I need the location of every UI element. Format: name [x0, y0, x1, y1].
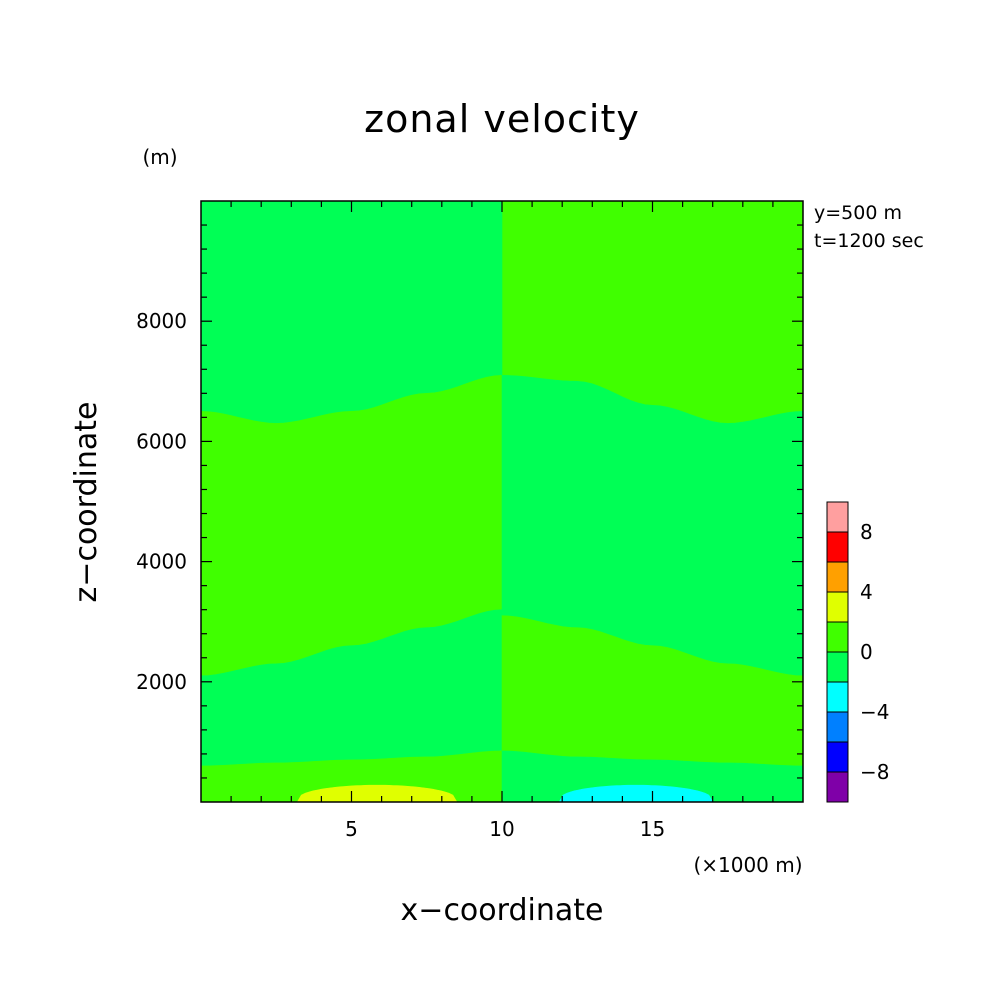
colorbar: −8 −4 0 4 8 [826, 501, 889, 803]
annotation-y: y=500 m [814, 202, 902, 224]
colorbar-tick-label: 8 [860, 520, 873, 544]
colorbar-swatch [826, 651, 849, 683]
colorbar-swatch [826, 711, 849, 743]
colorbar-tick-label: −4 [860, 700, 889, 724]
x-tick-label: 10 [489, 817, 514, 841]
colorbar-swatch [826, 741, 849, 773]
x-tick-label: 5 [345, 817, 358, 841]
colorbar-swatch [826, 561, 849, 593]
y-axis-title: z−coordinate [69, 402, 104, 603]
colorbar-tick-label: −8 [860, 760, 889, 784]
x-axis: 5 10 15 [230, 201, 774, 841]
contour-region-8 [296, 784, 458, 803]
plot-area [200, 200, 804, 803]
colorbar-tick-label: 4 [860, 580, 873, 604]
x-unit-label: (×1000 m) [693, 853, 802, 877]
contour-region-9 [558, 784, 714, 803]
colorbar-swatch [826, 501, 849, 533]
x-tick-label: 15 [640, 817, 665, 841]
colorbar-swatch [826, 621, 849, 653]
y-tick-label: 2000 [136, 670, 187, 694]
chart-title: zonal velocity [364, 97, 640, 141]
y-axis: 2000 4000 6000 8000 [136, 224, 803, 779]
colorbar-swatch [826, 681, 849, 713]
colorbar-swatch [826, 771, 849, 803]
y-unit-label: (m) [142, 145, 177, 169]
y-tick-label: 4000 [136, 550, 187, 574]
y-tick-label: 8000 [136, 309, 187, 333]
colorbar-swatch [826, 591, 849, 623]
x-axis-title: x−coordinate [401, 893, 604, 928]
colorbar-swatch [826, 531, 849, 563]
contour-region-7 [501, 750, 804, 803]
annotation-t: t=1200 sec [814, 230, 924, 252]
colorbar-tick-label: 0 [860, 640, 873, 664]
y-tick-label: 6000 [136, 429, 187, 453]
